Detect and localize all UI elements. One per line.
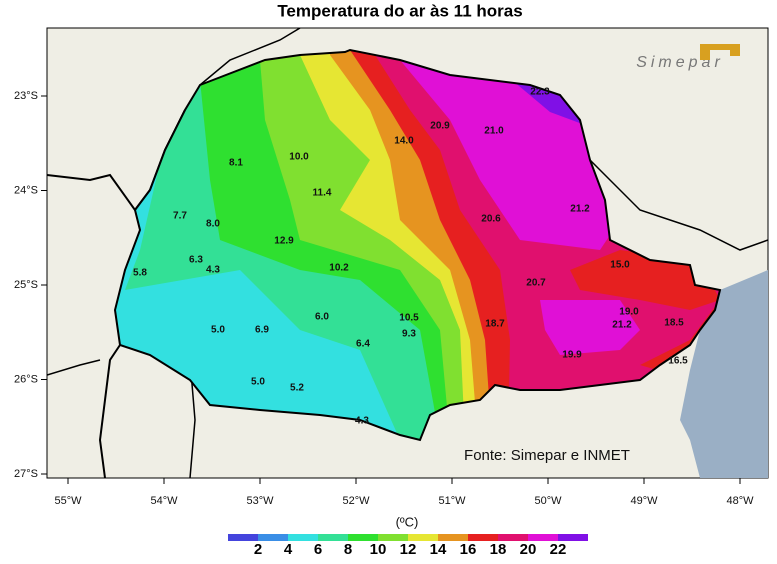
station-value: 18.7 [485,319,505,330]
station-value: 6.9 [255,325,269,336]
colorbar-segment [258,534,288,541]
station-value: 21.2 [612,320,632,331]
colorbar-label: 16 [460,541,477,558]
station-value: 9.3 [402,329,416,340]
station-value: 20.7 [526,278,546,289]
band [540,300,640,355]
colorbar-segment [348,534,378,541]
station-value: 7.7 [173,211,187,222]
colorbar-segment [228,534,258,541]
lon-label: 53°W [246,495,274,507]
station-value: 22.3 [530,87,550,98]
border [47,359,101,376]
station-value: 6.4 [356,339,370,350]
ocean [680,270,768,478]
colorbar-label: 6 [314,541,322,558]
colorbar-segment [498,534,528,541]
station-value: 5.2 [290,383,304,394]
station-value: 10.2 [329,263,349,274]
border [199,28,301,86]
colorbar-label: 14 [430,541,447,558]
title: Temperatura do ar às 11 horas [277,1,522,20]
colorbar-segment [558,534,588,541]
station-value: 4.3 [355,416,369,427]
station-value: 6.3 [189,255,203,266]
colorbar-segment [528,534,558,541]
lat-label: 23°S [14,90,38,102]
lon-label: 54°W [150,495,178,507]
station-value: 20.6 [481,214,501,225]
colorbar-label: 20 [520,541,537,558]
station-value: 15.0 [610,260,630,271]
lon-label: 52°W [342,495,370,507]
colorbar-label: 4 [284,541,293,558]
lon-label: 48°W [726,495,754,507]
lon-label: 49°W [630,495,658,507]
lat-label: 27°S [14,468,38,480]
station-value: 21.2 [570,204,590,215]
station-value: 16.5 [668,356,688,367]
lat-label: 24°S [14,184,38,196]
logo-mark [700,44,740,60]
station-value: 19.9 [562,350,582,361]
colorbar-unit: (ºC) [396,514,419,529]
logo: Simepar [636,54,724,71]
lon-label: 51°W [438,495,466,507]
colorbar-segment [408,534,438,541]
colorbar-segment [468,534,498,541]
station-value: 5.0 [251,377,265,388]
colorbar-label: 8 [344,541,352,558]
station-value: 21.0 [484,126,504,137]
colorbar-segment [378,534,408,541]
station-value: 5.8 [133,268,147,279]
station-value: 8.1 [229,158,243,169]
station-value: 8.0 [206,219,220,230]
colorbar-label: 18 [490,541,507,558]
lon-label: 50°W [534,495,562,507]
station-value: 6.0 [315,312,329,323]
border [98,344,121,478]
lon-label: 55°W [54,495,82,507]
lat-label: 25°S [14,279,38,291]
station-value: 20.9 [430,121,450,132]
station-value: 11.4 [313,188,332,199]
border [589,159,768,251]
colorbar-segment [438,534,468,541]
station-value: 10.0 [289,152,309,163]
lat-label: 26°S [14,373,38,385]
colorbar-label: 2 [254,541,262,558]
colorbar-label: 10 [370,541,387,558]
colorbar-label: 12 [400,541,417,558]
station-value: 12.9 [274,236,294,247]
station-value: 18.5 [664,318,684,329]
colorbar-segment [288,534,318,541]
station-value: 4.3 [206,265,220,276]
colorbar-segment [318,534,348,541]
station-value: 19.0 [619,307,639,318]
station-value: 10.5 [399,313,419,324]
station-value: 14.0 [394,136,414,147]
colorbar-label: 22 [550,541,567,558]
station-value: 5.0 [211,325,225,336]
source: Fonte: Simepar e INMET [464,447,630,464]
state-outline [113,48,722,442]
